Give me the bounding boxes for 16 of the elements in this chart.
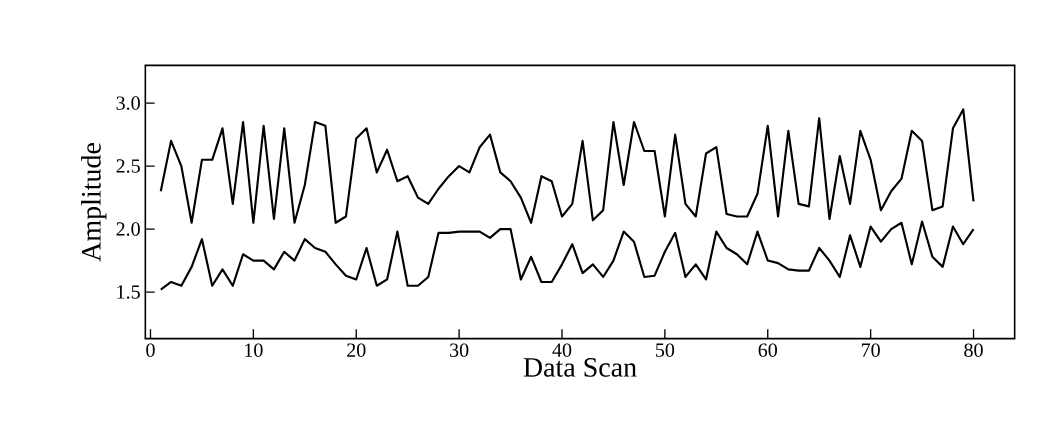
x-tick-label: 80	[964, 343, 983, 357]
x-tick-label: 40	[552, 343, 572, 357]
y-axis-title: Amplitude	[81, 143, 107, 262]
y-tick-label: 1.5	[117, 285, 140, 299]
x-tick-label: 20	[347, 343, 366, 357]
x-tick-label: 60	[758, 343, 777, 357]
x-tick-label: 50	[656, 343, 675, 357]
x-tick-label: 0	[146, 343, 155, 357]
x-tick-label: 70	[861, 343, 880, 357]
y-tick-label: 2.0	[116, 222, 140, 236]
y-tick-label: 3.0	[116, 96, 140, 110]
x-axis-title: Data Scan	[523, 358, 637, 377]
x-tick-label: 30	[450, 343, 469, 357]
x-tick-label: 10	[245, 343, 263, 357]
y-tick-label: 2.5	[116, 159, 140, 173]
line-series	[159, 108, 975, 224]
